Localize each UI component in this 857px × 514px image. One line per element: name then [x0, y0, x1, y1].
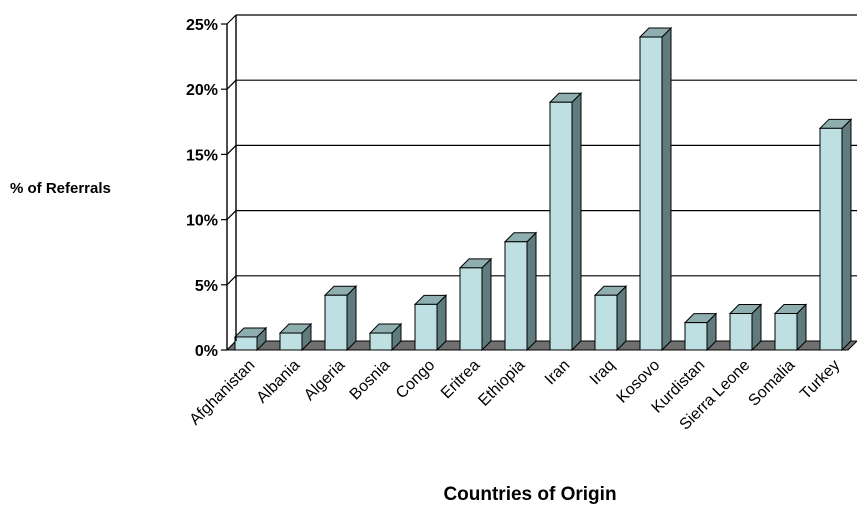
bar — [818, 118, 853, 352]
bar — [503, 231, 538, 352]
bar-front-face — [324, 294, 348, 351]
x-tick-label: Turkey — [797, 357, 843, 403]
y-tick-label: 0% — [195, 343, 218, 360]
bar — [773, 303, 808, 352]
x-axis-title: Countries of Origin — [443, 484, 616, 505]
x-tick-label: Algeria — [301, 357, 348, 404]
bar — [233, 326, 268, 352]
bar-front-face — [774, 312, 798, 351]
x-tick-label: Congo — [393, 357, 438, 402]
bar-front-face — [684, 322, 708, 351]
bar-side-face — [526, 231, 537, 352]
gridline-side — [226, 275, 237, 286]
floor-plane — [225, 340, 857, 351]
bar-front-face — [594, 294, 618, 351]
bar-front-face — [234, 336, 258, 351]
y-tick-label: 15% — [186, 147, 218, 164]
bar-front-face — [369, 332, 393, 351]
gridline-side — [226, 79, 237, 90]
bar-side-face — [661, 26, 672, 352]
gridline-side — [226, 144, 237, 155]
bar-front-face — [639, 36, 663, 351]
chart-floor — [225, 340, 857, 351]
bar-front-face — [459, 267, 483, 351]
gridline-side — [226, 210, 237, 221]
bar-front-face — [279, 332, 303, 351]
axes — [221, 15, 237, 351]
x-tick-label: Iraq — [587, 357, 619, 389]
bar — [278, 322, 313, 352]
bar-front-face — [549, 101, 573, 351]
bar — [548, 92, 583, 352]
y-tick-labels: 0% 5% 10% 15% 20% 25% — [186, 17, 218, 360]
bar — [458, 257, 493, 352]
bar — [638, 26, 673, 352]
x-tick-label: Afghanistan — [187, 357, 259, 429]
y-tick-label: 5% — [195, 278, 218, 295]
gridlines — [226, 14, 857, 351]
bar — [368, 322, 403, 352]
bar-front-face — [504, 241, 528, 351]
y-tick-label: 20% — [186, 82, 218, 99]
gridline-side — [226, 14, 237, 25]
y-tick-label: 25% — [186, 17, 218, 34]
x-tick-label: Albania — [254, 357, 304, 407]
bars — [233, 26, 853, 352]
x-tick-label: Somalia — [745, 357, 798, 410]
bar — [413, 294, 448, 352]
bar — [593, 285, 628, 352]
y-axis-title: % of Referrals — [10, 180, 111, 197]
bar-side-face — [616, 285, 627, 352]
bar-side-face — [346, 285, 357, 352]
bar-side-face — [571, 92, 582, 352]
bar — [323, 285, 358, 352]
bar-side-face — [841, 118, 852, 352]
bar-front-face — [414, 303, 438, 351]
y-tick-label: 10% — [186, 213, 218, 230]
x-tick-label: Iran — [542, 357, 574, 389]
x-tick-label: Bosnia — [347, 357, 394, 404]
bar-side-face — [481, 257, 492, 352]
x-tick-label: Ethiopia — [475, 357, 528, 410]
bar — [728, 303, 763, 352]
bar-front-face — [819, 127, 843, 351]
bar — [683, 312, 718, 352]
bar-front-face — [729, 312, 753, 351]
